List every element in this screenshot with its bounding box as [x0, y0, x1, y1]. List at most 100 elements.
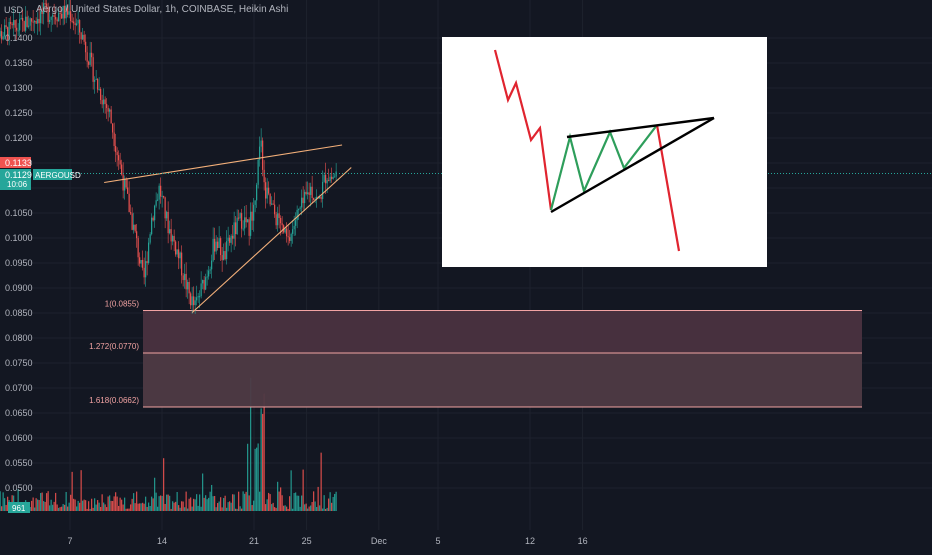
- candle-body: [238, 217, 240, 219]
- candle-body: [305, 191, 307, 195]
- volume-bar: [262, 413, 264, 511]
- candle-body: [281, 223, 283, 226]
- volume-bar: [328, 498, 330, 511]
- candle-body: [248, 219, 250, 236]
- candle-body: [214, 238, 216, 252]
- volume-bar: [164, 503, 166, 511]
- illustration-downtrend: [493, 49, 553, 211]
- candle-body: [83, 34, 85, 42]
- candle-body: [20, 17, 22, 20]
- candle-body: [106, 103, 108, 109]
- candle-body: [95, 78, 97, 80]
- volume-bar: [241, 508, 243, 511]
- candle-body: [50, 16, 52, 20]
- volume-bars: [0, 377, 337, 511]
- volume-bar: [0, 491, 1, 511]
- candle-body: [290, 233, 292, 241]
- volume-bar: [140, 503, 142, 511]
- candle-body: [64, 5, 66, 19]
- volume-bar: [157, 506, 159, 511]
- volume-bar: [74, 499, 76, 511]
- candle-body: [176, 249, 178, 255]
- candle-body: [104, 99, 106, 104]
- volume-bar: [52, 504, 54, 511]
- volume-bar: [83, 499, 85, 511]
- volume-bar: [125, 508, 127, 511]
- volume-bar: [283, 505, 285, 511]
- volume-bar: [121, 499, 123, 511]
- candle-body: [212, 238, 214, 261]
- candle-body: [278, 213, 280, 218]
- volume-bar: [82, 500, 84, 511]
- candle-body: [326, 180, 328, 184]
- volume-bar: [104, 504, 106, 511]
- volume-bar: [292, 508, 294, 511]
- volume-bar: [269, 494, 271, 511]
- candle-body: [158, 185, 160, 200]
- volume-bar: [212, 496, 214, 511]
- candle-body: [292, 229, 294, 234]
- candle-body: [220, 238, 222, 256]
- volume-bar: [215, 507, 217, 511]
- illustration-lower-line: [550, 116, 715, 214]
- fib-level-label: 1.272(0.0770): [89, 342, 139, 351]
- candle-body: [332, 176, 334, 179]
- volume-bar: [142, 502, 144, 511]
- candle-body: [77, 20, 79, 24]
- candle-body: [323, 174, 325, 182]
- volume-bar: [98, 502, 100, 511]
- candle-body: [247, 219, 249, 223]
- volume-bar: [293, 493, 295, 511]
- volume-bar: [221, 507, 223, 511]
- candle-body: [224, 251, 226, 260]
- volume-bar: [278, 491, 280, 511]
- volume-bar: [268, 492, 270, 511]
- price-tick-label: 0.0550: [5, 458, 33, 468]
- volume-bar: [256, 447, 258, 511]
- volume-bar: [202, 473, 204, 511]
- price-tick-label: 0.0900: [5, 283, 33, 293]
- candle-body: [242, 228, 244, 230]
- candle-body: [10, 22, 12, 24]
- candle-body: [76, 23, 78, 25]
- volume-bar: [184, 507, 186, 511]
- price-tick-label: 0.0700: [5, 383, 33, 393]
- candle-body: [161, 195, 163, 197]
- volume-bar: [275, 507, 277, 511]
- volume-bar: [143, 503, 145, 511]
- candle-body: [110, 109, 112, 124]
- volume-bar: [37, 499, 39, 511]
- trendlines[interactable]: [104, 144, 352, 313]
- volume-bar: [224, 495, 226, 511]
- candle-body: [74, 23, 76, 25]
- candle-body: [65, 5, 67, 19]
- volume-badge: 961: [12, 504, 26, 513]
- illustration-breakdown: [655, 124, 681, 252]
- volume-bar: [113, 496, 115, 511]
- volume-bar: [194, 499, 196, 511]
- candle-body: [14, 20, 16, 28]
- volume-bar: [317, 486, 319, 511]
- volume-bar: [271, 504, 273, 511]
- volume-bar: [313, 491, 315, 511]
- candle-body: [160, 185, 162, 197]
- volume-bar: [124, 497, 126, 511]
- time-tick-label: 5: [435, 536, 440, 546]
- fib-level-label: 1.618(0.0662): [89, 396, 139, 405]
- candle-body: [178, 249, 180, 259]
- volume-bar: [116, 496, 118, 511]
- volume-bar: [112, 501, 114, 511]
- candle-body: [31, 18, 33, 22]
- fibonacci-extension[interactable]: 1(0.0855) 1.272(0.0770) 1.618(0.0662): [89, 300, 862, 408]
- candle-body: [145, 261, 147, 278]
- volume-bar: [211, 484, 213, 511]
- symbol-badge: AERGOUSD: [35, 171, 81, 180]
- volume-bar: [170, 508, 172, 511]
- volume-bar: [214, 495, 216, 511]
- volume-bar: [5, 504, 7, 511]
- time-tick-label: Dec: [371, 536, 388, 546]
- volume-bar: [229, 501, 231, 511]
- volume-bar: [158, 496, 160, 511]
- candle-body: [289, 237, 291, 241]
